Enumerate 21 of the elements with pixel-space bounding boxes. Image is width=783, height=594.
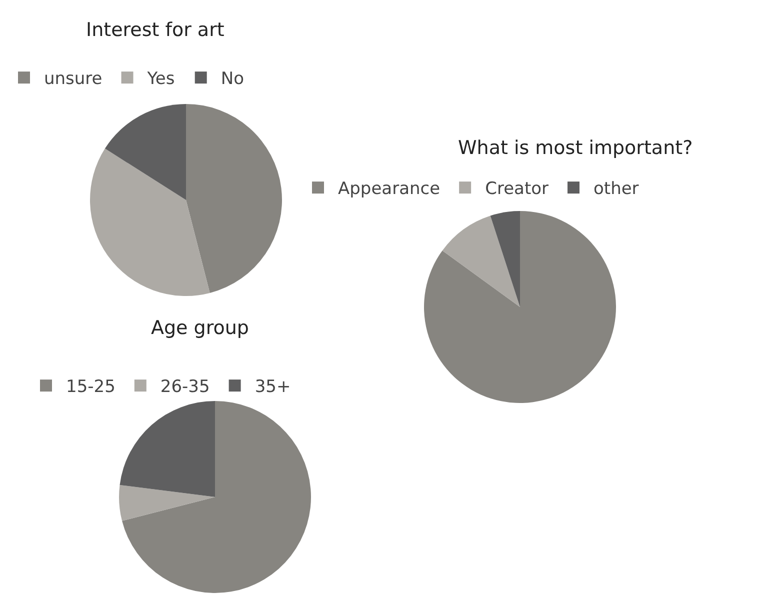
legend-label: Appearance: [338, 179, 440, 200]
pie-slice: [186, 104, 282, 293]
legend-label: No: [220, 69, 244, 90]
pie-slice: [119, 484, 215, 521]
legend-label: 35+: [254, 377, 291, 398]
pie-slice: [104, 104, 186, 200]
pie-slice: [122, 401, 311, 593]
legend-label: 26-35: [160, 377, 210, 398]
legend-label: other: [594, 179, 639, 200]
pie-slice: [424, 211, 616, 403]
legend-label: Yes: [146, 69, 175, 90]
pie-slice: [442, 216, 520, 307]
chart-title: Interest for art: [86, 19, 224, 41]
chart-title: Age group: [151, 317, 249, 339]
legend-label: Creator: [485, 179, 549, 200]
pie-slice: [120, 401, 215, 497]
pie-slice: [90, 148, 210, 296]
pie-slice: [490, 211, 520, 307]
legend-label: unsure: [44, 69, 102, 90]
legend-label: 15-25: [66, 377, 116, 398]
chart-title: What is most important?: [458, 137, 693, 159]
